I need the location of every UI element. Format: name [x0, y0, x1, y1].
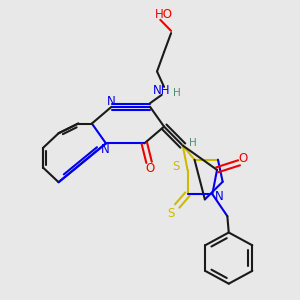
Text: N: N: [100, 142, 109, 156]
Text: N: N: [107, 95, 116, 108]
Text: HO: HO: [155, 8, 173, 21]
Text: S: S: [172, 160, 179, 173]
Text: H: H: [173, 88, 181, 98]
Text: N: N: [215, 190, 224, 203]
Text: O: O: [238, 152, 248, 165]
Text: H: H: [189, 138, 197, 148]
Text: S: S: [167, 208, 175, 220]
Text: O: O: [146, 163, 155, 176]
Text: NH: NH: [153, 84, 170, 97]
